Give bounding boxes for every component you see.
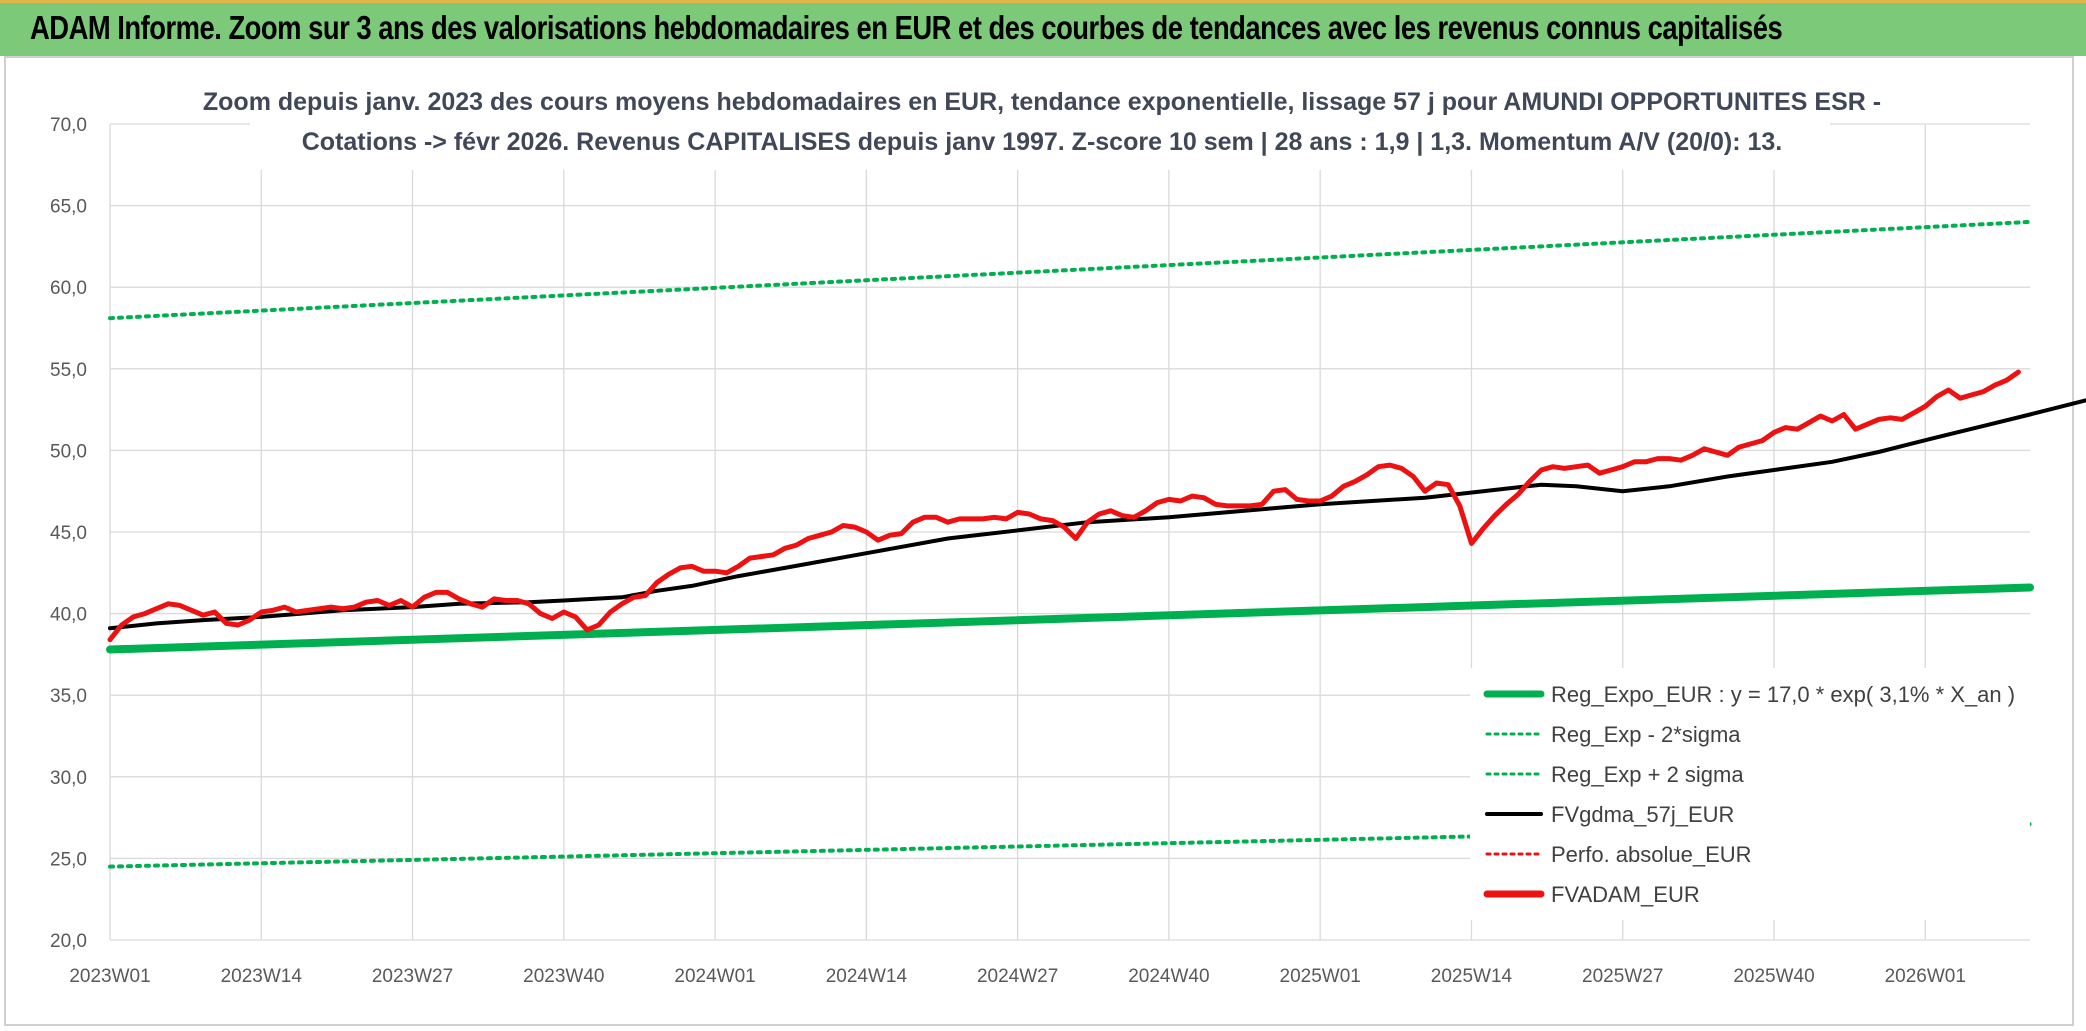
x-tick-label: 2024W14: [826, 966, 908, 987]
y-tick-label: 45,0: [50, 523, 87, 544]
header-banner: ADAM Informe. Zoom sur 3 ans des valoris…: [0, 0, 2086, 56]
legend-label: Perfo. absolue_EUR: [1551, 842, 1752, 867]
x-tick-label: 2023W27: [372, 966, 453, 987]
x-tick-label: 2025W27: [1582, 966, 1663, 987]
y-tick-label: 35,0: [50, 686, 87, 707]
y-tick-label: 50,0: [50, 441, 87, 462]
y-tick-label: 60,0: [50, 278, 87, 299]
y-tick-label: 20,0: [50, 931, 87, 952]
x-tick-label: 2024W40: [1128, 966, 1209, 987]
series-line-fvadam-eur: [107, 369, 2021, 643]
x-tick-label: 2026W01: [1885, 966, 1966, 987]
x-tick-label: 2024W01: [674, 966, 755, 987]
x-tick-label: 2024W27: [977, 966, 1058, 987]
y-tick-label: 70,0: [50, 115, 87, 136]
legend-background: [1470, 668, 2030, 920]
series-line-reg-exp-2-sigma: [108, 219, 2032, 321]
series-line-fvgdma-57j-eur: [108, 398, 2086, 631]
y-tick-label: 55,0: [50, 360, 87, 381]
y-axis-ticks: 70,0 65,0 60,0 55,0 50,0 45,0 40,0 35,0 30,0 25,0…: [50, 115, 87, 952]
chart-title-background: [250, 80, 1830, 170]
y-tick-label: 25,0: [50, 849, 87, 870]
legend-label: Reg_Exp + 2 sigma: [1551, 762, 1744, 787]
legend-label: Reg_Expo_EUR : y = 17,0 * exp( 3,1% * X_…: [1551, 682, 2015, 707]
legend-label: Reg_Exp - 2*sigma: [1551, 722, 1741, 747]
x-tick-label: 2023W14: [221, 966, 303, 987]
chart-title-line: Cotations -> févr 2026. Revenus CAPITALI…: [302, 128, 1783, 156]
series-line-reg-expo-eur: [106, 583, 2034, 654]
page-title: ADAM Informe. Zoom sur 3 ans des valoris…: [30, 9, 1783, 46]
legend: Reg_Expo_EUR : y = 17,0 * exp( 3,1% * X_…: [1470, 668, 2030, 920]
x-tick-label: 2023W01: [69, 966, 150, 987]
x-axis-ticks: 2023W01 2023W14 2023W27 2023W40 2024W01 2024W…: [69, 966, 1966, 987]
chart-title-line: Zoom depuis janv. 2023 des cours moyens …: [203, 88, 1881, 116]
x-tick-label: 2023W40: [523, 966, 604, 987]
y-tick-label: 65,0: [50, 197, 87, 218]
x-tick-label: 2025W01: [1280, 966, 1361, 987]
legend-label: FVgdma_57j_EUR: [1551, 802, 1734, 827]
legend-label: FVADAM_EUR: [1551, 882, 1700, 907]
chart-title: Zoom depuis janv. 2023 des cours moyens …: [203, 80, 1881, 170]
x-tick-label: 2025W14: [1431, 966, 1513, 987]
x-tick-label: 2025W40: [1733, 966, 1814, 987]
y-tick-label: 30,0: [50, 768, 87, 789]
y-tick-label: 40,0: [50, 605, 87, 626]
